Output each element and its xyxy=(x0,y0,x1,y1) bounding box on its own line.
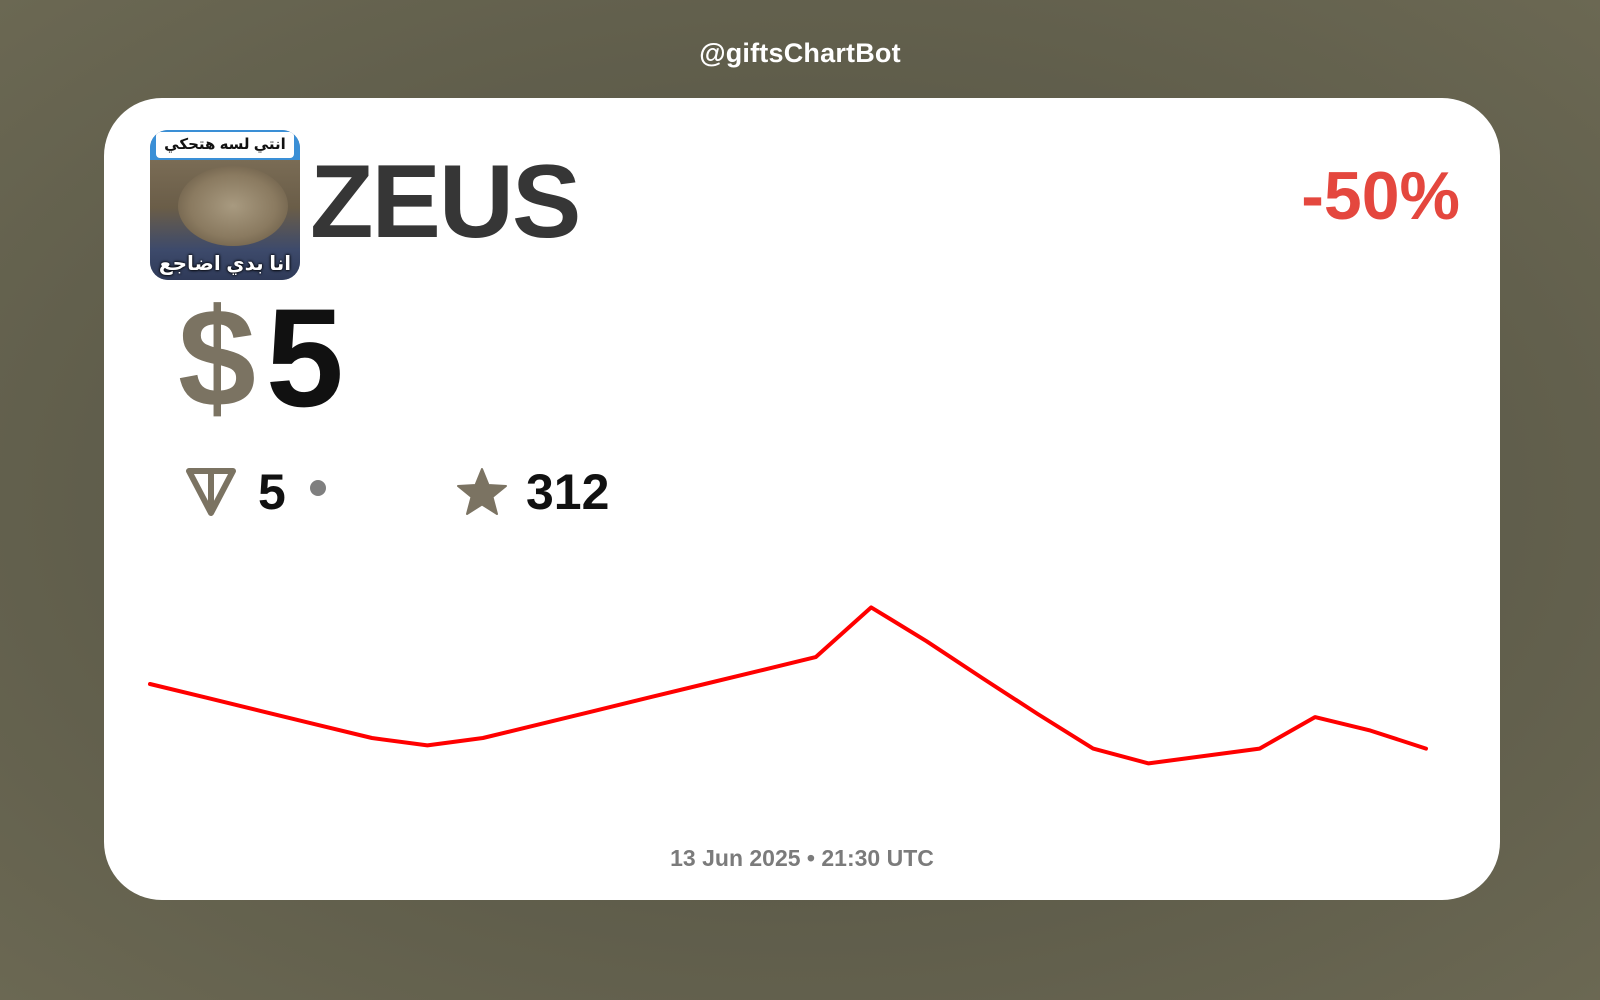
stars-price: 312 xyxy=(456,462,609,522)
ton-diamond-icon xyxy=(186,468,236,516)
separator-dot xyxy=(309,480,326,496)
stars-value: 312 xyxy=(526,464,610,520)
price-value: 5 xyxy=(265,279,344,436)
gift-title: ZEUS xyxy=(310,144,581,260)
ton-value: 5 xyxy=(258,464,286,520)
price-line xyxy=(148,605,1428,766)
gift-avatar: انتي لسه هتحكي انا بدي اضاجع xyxy=(150,130,300,280)
avatar-caption-top: انتي لسه هتحكي xyxy=(156,132,294,158)
price-change: -50% xyxy=(1301,158,1460,234)
usd-price: $5 xyxy=(178,288,344,428)
avatar-caption-bottom: انا بدي اضاجع xyxy=(158,253,292,275)
price-chart xyxy=(148,605,1428,766)
timestamp: 13 Jun 2025 • 21:30 UTC xyxy=(670,845,934,871)
watermark: @giftsChartBot xyxy=(699,38,901,68)
cat-image xyxy=(178,166,288,246)
ton-price: 5 xyxy=(184,462,326,522)
currency-symbol: $ xyxy=(178,279,256,436)
gift-card: انتي لسه هتحكي انا بدي اضاجع ZEUS -50% $… xyxy=(104,98,1500,900)
star-icon xyxy=(457,468,507,515)
